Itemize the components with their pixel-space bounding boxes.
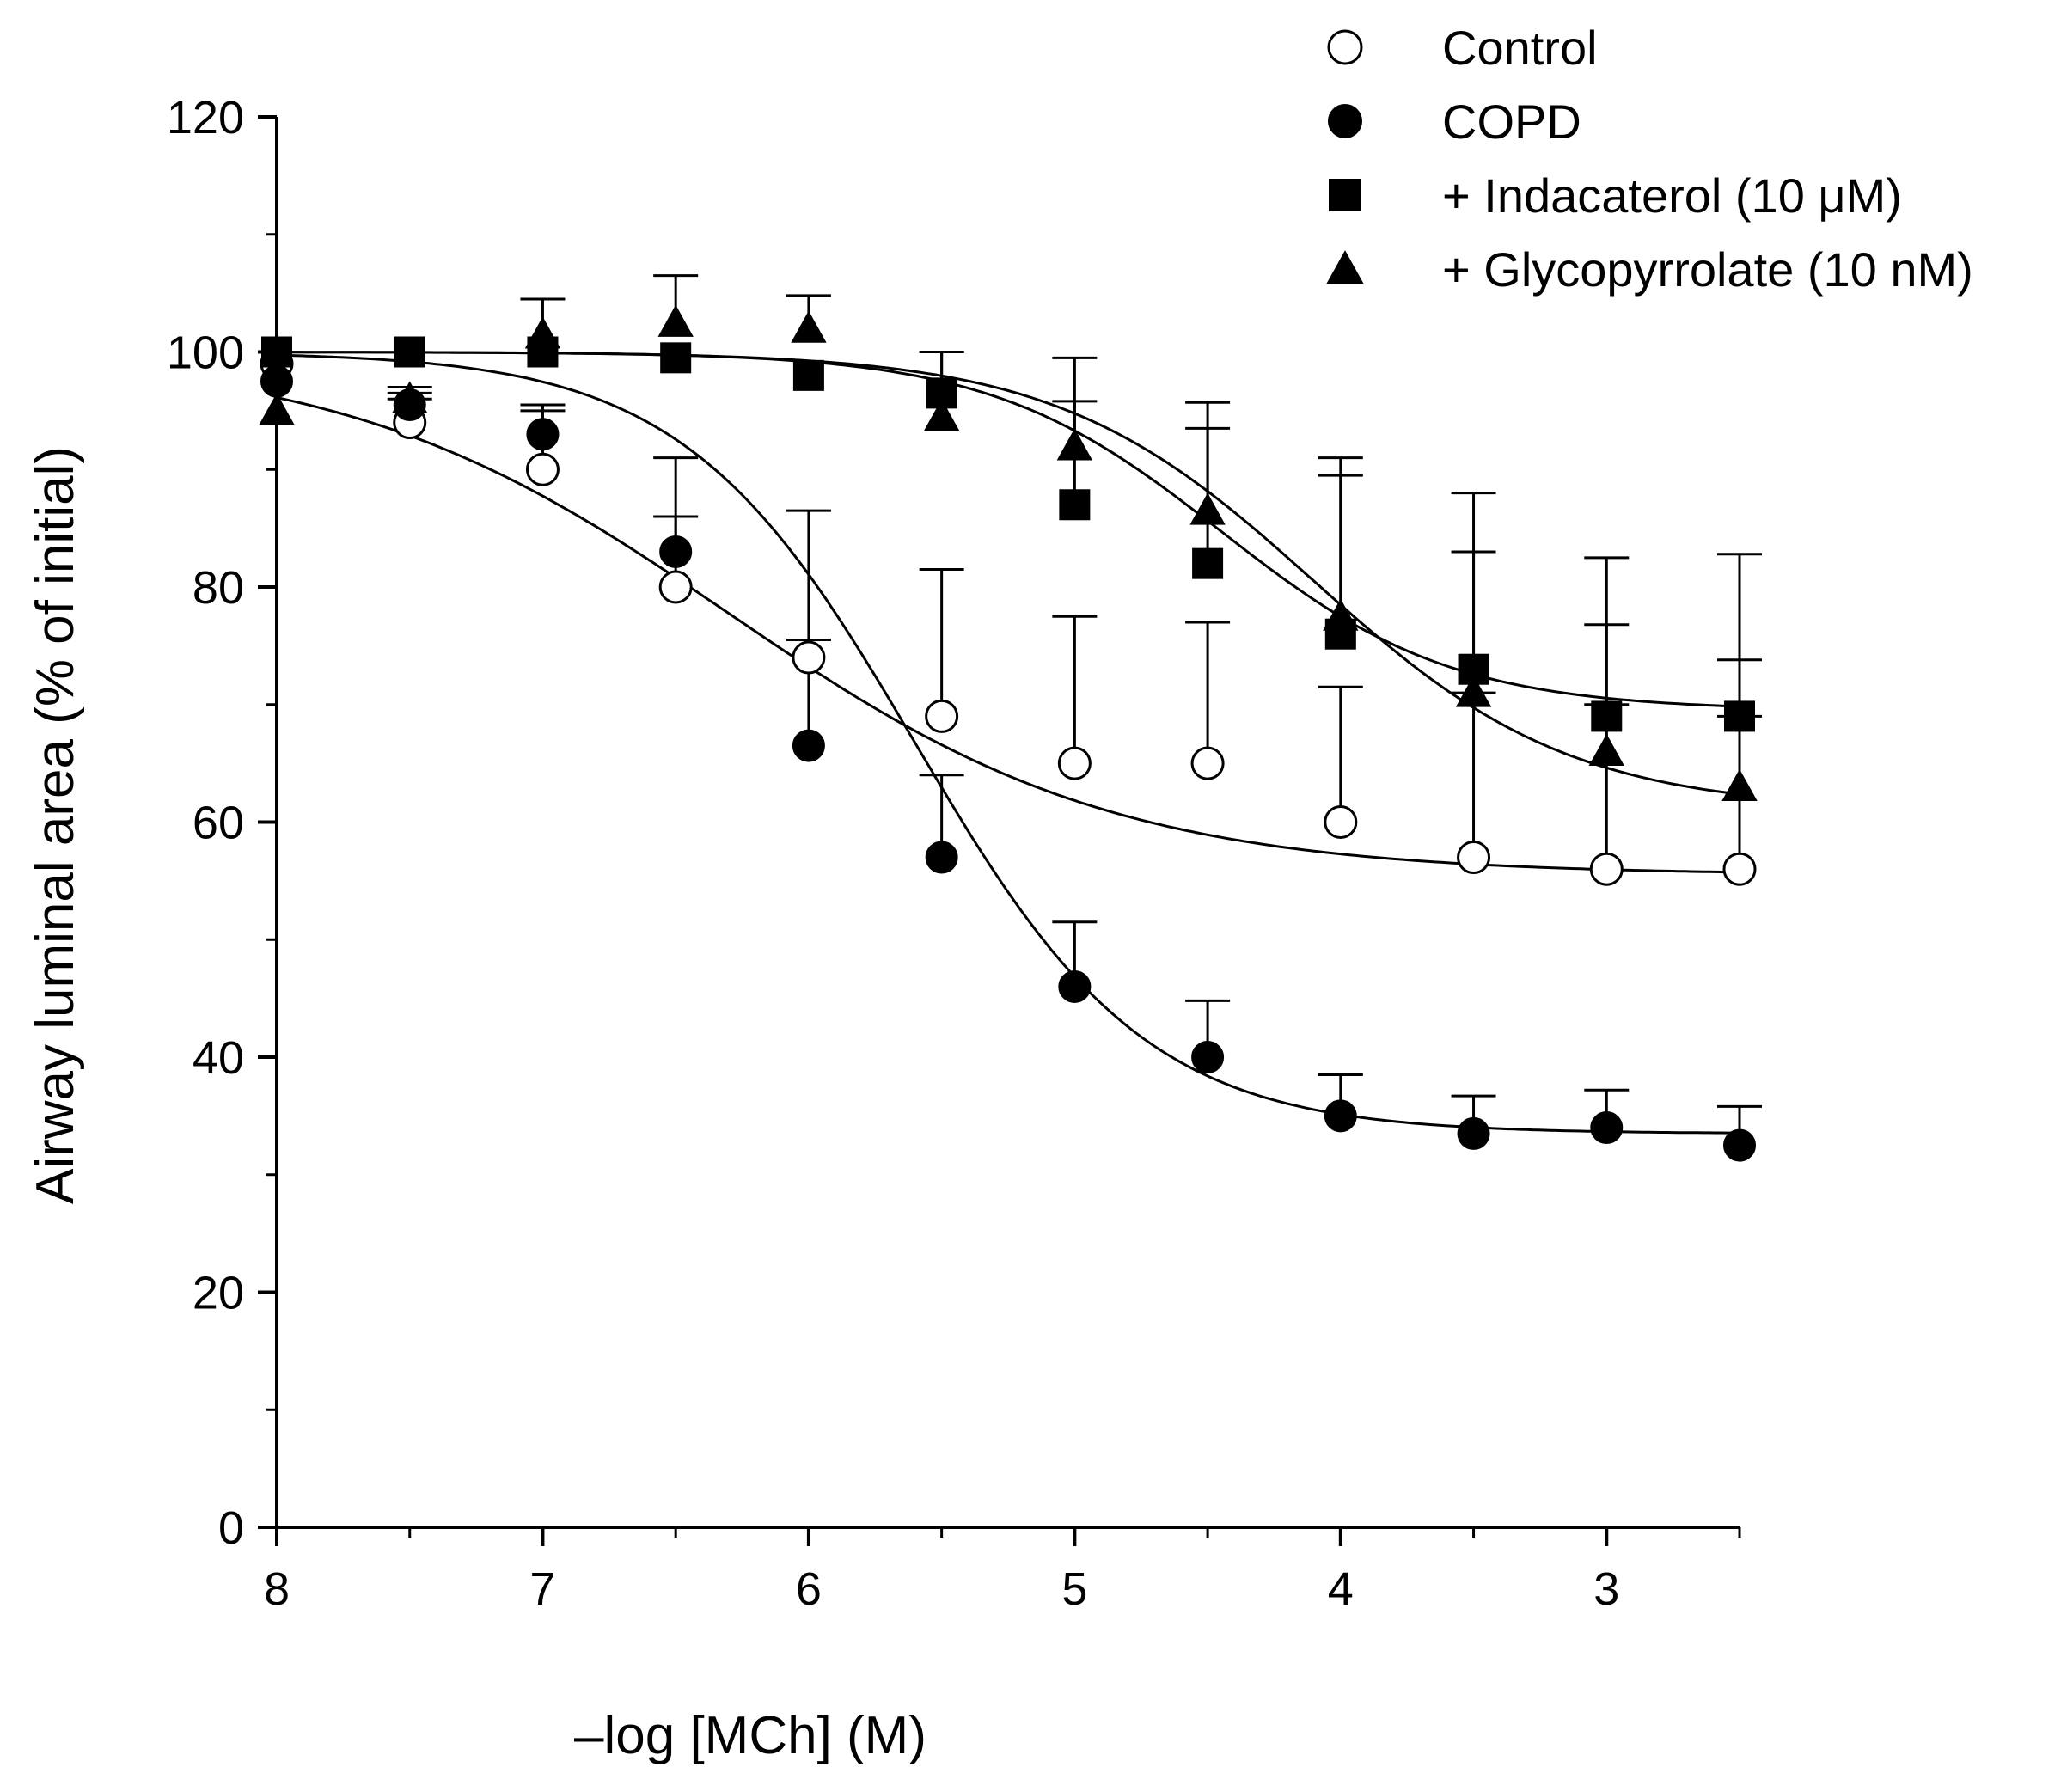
data-point (1723, 1128, 1756, 1162)
data-point (1191, 1041, 1225, 1073)
x-tick-label: 6 (796, 1563, 822, 1615)
data-point (1457, 1116, 1490, 1150)
legend: Control COPD + Indacaterol (10 μM) + Glycop… (1326, 21, 1973, 297)
data-point (658, 570, 693, 604)
x-tick-label: 7 (529, 1563, 555, 1615)
data-point (1591, 700, 1623, 732)
data-point (1324, 805, 1358, 839)
data-point (260, 364, 293, 398)
data-point (394, 336, 425, 368)
fit-curve (277, 351, 1740, 796)
x-tick-label: 8 (264, 1563, 290, 1615)
data-point (1721, 768, 1758, 802)
data-point (792, 640, 826, 675)
data-point (1455, 675, 1492, 707)
data-point (1058, 969, 1092, 1003)
data-point (261, 336, 292, 368)
error-bars (387, 274, 1762, 1146)
data-point (526, 418, 560, 451)
data-point (1588, 733, 1624, 767)
data-markers (259, 304, 1758, 1162)
data-point (392, 381, 428, 413)
legend-label: + Indacaterol (10 μM) (1442, 168, 1902, 223)
data-point (1323, 598, 1359, 631)
fit-curves (276, 351, 1740, 1135)
data-point (923, 399, 960, 431)
data-point (1057, 746, 1092, 780)
legend-label: + Glycopyrrolate (10 nM) (1442, 242, 1973, 297)
fit-curve (276, 353, 1740, 1135)
x-tick-label: 4 (1328, 1563, 1354, 1615)
data-point (792, 729, 825, 762)
legend-label: Control (1442, 21, 1598, 75)
y-tick-label: 60 (193, 798, 244, 849)
fit-curve (276, 396, 1740, 874)
data-point (792, 359, 824, 391)
y-tick-label: 120 (167, 92, 244, 144)
y-axis-ticks: 0 20 40 60 80 100 120 (167, 92, 277, 1554)
data-point (1457, 841, 1491, 875)
y-tick-label: 0 (218, 1502, 244, 1554)
data-point (660, 342, 692, 374)
y-tick-label: 80 (193, 562, 244, 614)
data-point (1324, 1099, 1357, 1133)
y-tick-label: 100 (167, 327, 244, 379)
y-tick-label: 40 (193, 1032, 244, 1084)
x-axis-title: –log [MCh] (M) (574, 1706, 926, 1765)
data-point (1189, 492, 1226, 525)
legend-marker (1329, 179, 1361, 211)
y-tick-label: 20 (193, 1268, 244, 1319)
fit-curve (277, 351, 1740, 708)
data-point (1590, 1111, 1624, 1145)
data-point (259, 393, 295, 425)
data-point (925, 841, 958, 874)
legend-marker (1326, 250, 1364, 284)
legend-label: COPD (1442, 95, 1581, 149)
data-point (1724, 700, 1755, 732)
data-point (659, 535, 693, 568)
data-point (791, 310, 827, 343)
legend-marker (1328, 104, 1362, 138)
legend-marker (1327, 29, 1363, 65)
y-axis-title: Airway luminal area (% of initial) (26, 446, 85, 1204)
data-point (1192, 547, 1224, 579)
data-point (925, 699, 959, 733)
data-point (525, 452, 560, 486)
x-tick-label: 3 (1593, 1563, 1619, 1615)
data-point (524, 316, 561, 349)
data-point (1059, 489, 1091, 521)
data-point (1722, 852, 1757, 886)
data-point (1056, 428, 1093, 461)
data-point (1190, 746, 1225, 780)
data-point (657, 304, 694, 337)
x-tick-label: 5 (1061, 1563, 1087, 1615)
data-point (1589, 852, 1624, 886)
x-axis-ticks: 8 7 6 5 4 3 (264, 1527, 1741, 1615)
